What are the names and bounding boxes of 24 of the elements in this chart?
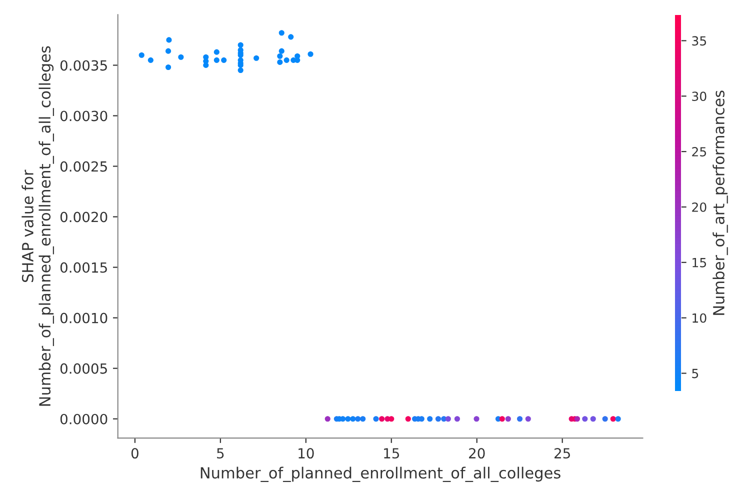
color-bar-label: 10 [692,313,706,323]
y-tick-label: 0.0035 [60,60,107,71]
x-axis-title: Number_of_planned_enrollment_of_all_colleges [200,466,560,482]
y-axis-title: SHAP value for Number_of_planned_enrollment_of_all_colleges [22,46,54,406]
y-tick-label: 0.0015 [60,262,107,273]
color-bar-label: 15 [692,258,706,268]
y-tick-label: 0.0020 [60,212,108,222]
x-tick-label: 20 [469,448,485,459]
color-bar-label: 20 [692,202,706,212]
y-tick-label: 0.0010 [60,312,108,324]
x-tick-label: 0 [131,448,138,459]
y-tick-label: 0.0005 [60,363,107,374]
y-tick-label: 0.0000 [60,414,108,424]
y-tick-label: 0.0030 [60,110,108,122]
y-tick-label: 0.0025 [60,161,107,172]
color-bar-title: Number_of_art_performances [712,90,728,315]
color-bar-label: 30 [692,92,706,102]
x-tick-label: 10 [298,448,314,459]
x-tick-label: 5 [217,448,224,459]
x-tick-label: 25 [554,448,570,459]
color-bar-label: 5 [692,368,698,378]
color-bar-label: 35 [692,36,706,46]
color-bar-label: 25 [692,147,706,156]
x-tick-label: 15 [384,448,400,459]
